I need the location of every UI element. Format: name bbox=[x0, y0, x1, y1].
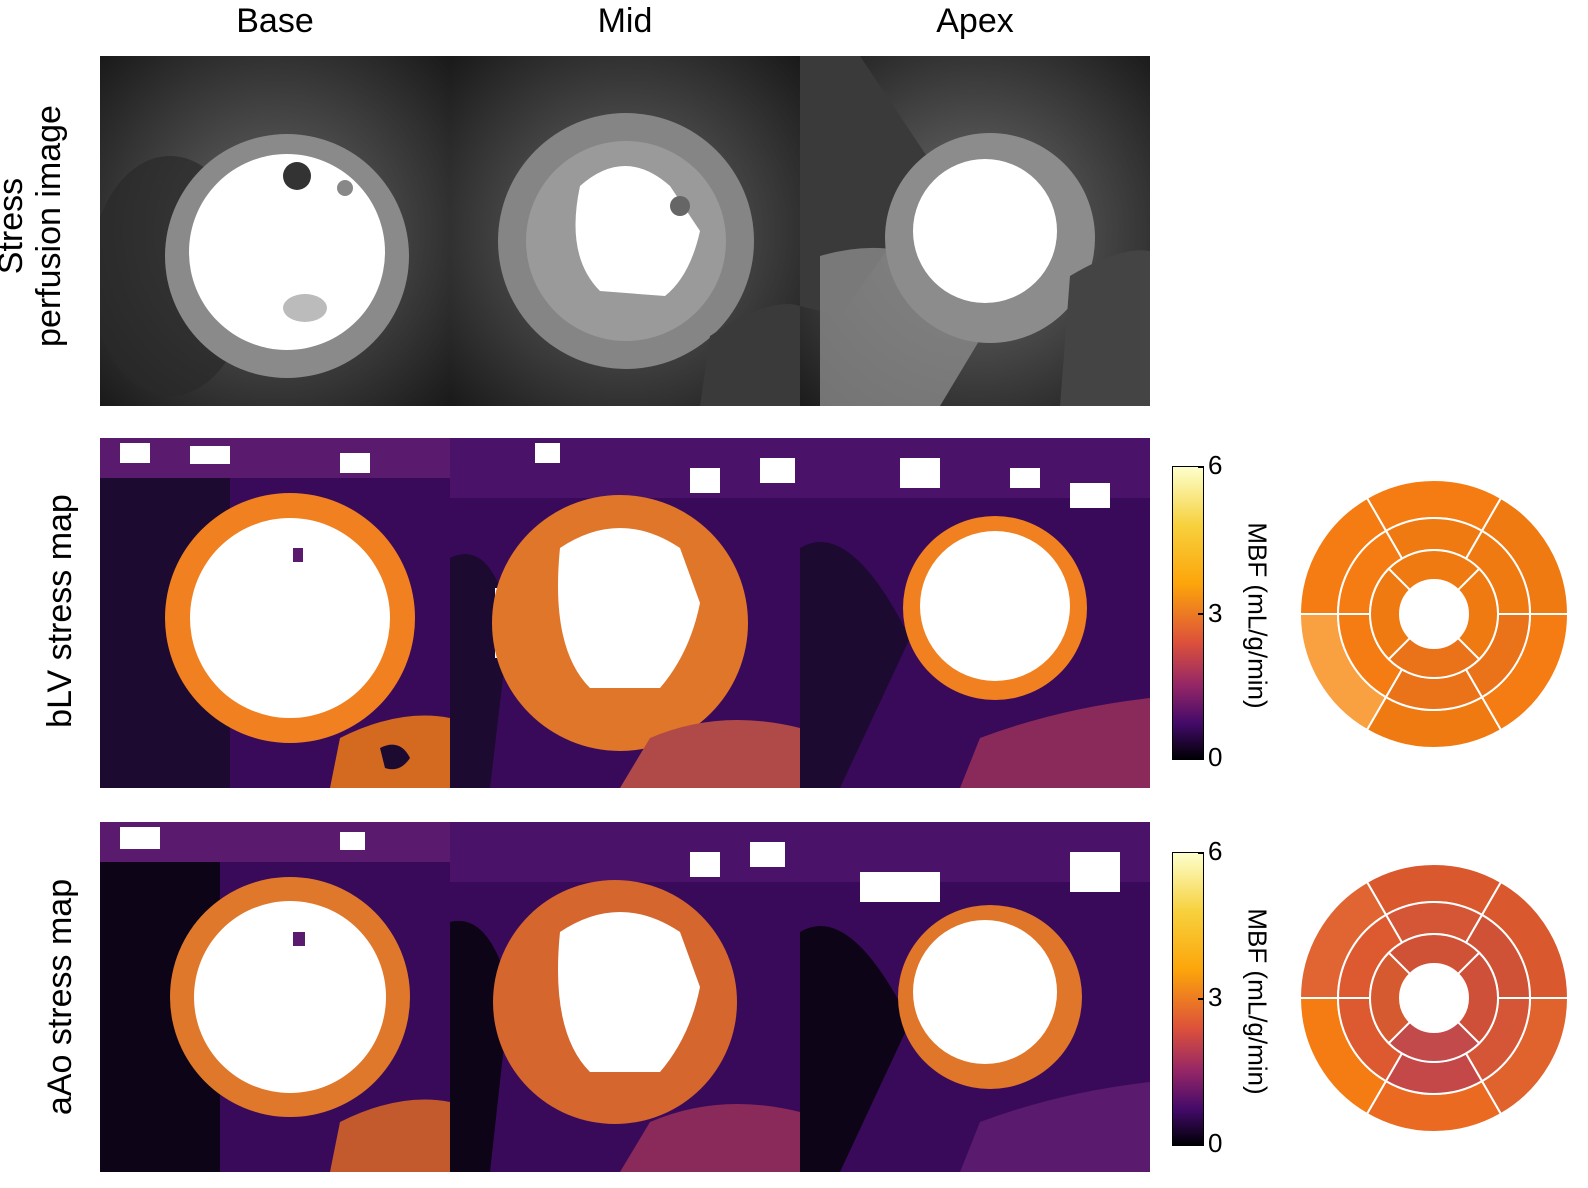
column-header-mid: Mid bbox=[597, 2, 653, 40]
row-label-blv-text: bLV stress map bbox=[41, 494, 79, 728]
bullseye-segment-inner-4 bbox=[1456, 567, 1499, 661]
bullseye-segment-inner-4 bbox=[1456, 951, 1499, 1045]
aao-map-mid bbox=[450, 822, 800, 1172]
bullseye-segment-inner-2 bbox=[1369, 951, 1412, 1045]
row-label-stress-perfusion: Stress perfusion image bbox=[0, 66, 68, 386]
bullseye-plot-aao bbox=[1298, 863, 1570, 1133]
aao-map-apex bbox=[800, 822, 1150, 1172]
bullseye-plot-blv bbox=[1298, 479, 1570, 749]
blv-map-base bbox=[100, 438, 450, 788]
colorbar-blv-tick-6: 6 bbox=[1208, 450, 1223, 480]
blv-map-apex bbox=[800, 438, 1150, 788]
row-label-aao: aAo stress map bbox=[41, 837, 79, 1157]
perfusion-image-base bbox=[100, 56, 450, 406]
row-label-line1: Stress bbox=[0, 177, 30, 275]
row-label-blv: bLV stress map bbox=[41, 451, 79, 771]
colorbar-aao-label: MBF (mL/g/min) bbox=[1242, 908, 1273, 1095]
bullseye-segment-inner-1 bbox=[1387, 549, 1481, 592]
row-label-line2: perfusion image bbox=[30, 105, 68, 347]
row-label-aao-text: aAo stress map bbox=[41, 878, 79, 1116]
column-header-base: Base bbox=[236, 2, 314, 40]
colorbar-aao-tick-6: 6 bbox=[1208, 836, 1223, 866]
perfusion-image-apex bbox=[800, 56, 1150, 406]
bullseye-segment-inner-3 bbox=[1387, 636, 1481, 679]
aao-map-base bbox=[100, 822, 450, 1172]
colorbar-aao-tick-3: 3 bbox=[1208, 982, 1223, 1012]
colorbar-blv-tick-3: 3 bbox=[1208, 598, 1223, 628]
colorbar-blv-tick-0: 0 bbox=[1208, 742, 1223, 772]
perfusion-image-mid bbox=[450, 56, 800, 406]
colorbar-blv-label: MBF (mL/g/min) bbox=[1242, 522, 1273, 709]
bullseye-segment-inner-3 bbox=[1387, 1020, 1481, 1063]
colorbar-aao-tick-0: 0 bbox=[1208, 1128, 1223, 1158]
bullseye-segment-inner-1 bbox=[1387, 933, 1481, 976]
blv-map-mid bbox=[450, 438, 800, 788]
bullseye-segment-inner-2 bbox=[1369, 567, 1412, 661]
column-header-apex: Apex bbox=[936, 2, 1014, 40]
colorbar-aao bbox=[1172, 852, 1204, 1146]
